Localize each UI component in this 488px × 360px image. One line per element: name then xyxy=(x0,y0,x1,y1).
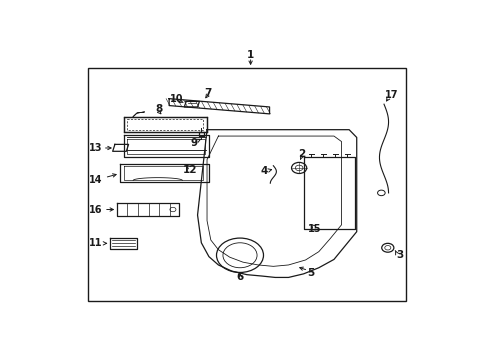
Text: 5: 5 xyxy=(307,268,314,278)
Text: 11: 11 xyxy=(88,238,102,248)
Text: 3: 3 xyxy=(395,250,402,260)
Text: 1: 1 xyxy=(246,50,254,60)
Text: 6: 6 xyxy=(236,271,243,282)
Text: 9: 9 xyxy=(191,138,198,148)
Text: 16: 16 xyxy=(88,205,102,215)
Text: 4: 4 xyxy=(261,166,268,176)
Text: 2: 2 xyxy=(298,149,305,159)
Text: 8: 8 xyxy=(155,104,162,114)
Text: 7: 7 xyxy=(204,87,211,98)
Text: 10: 10 xyxy=(170,94,183,104)
Text: 17: 17 xyxy=(385,90,398,100)
Text: 12: 12 xyxy=(183,165,197,175)
Text: 14: 14 xyxy=(88,175,102,185)
Bar xyxy=(87,68,405,301)
Text: 13: 13 xyxy=(88,143,102,153)
Text: 15: 15 xyxy=(307,225,321,234)
